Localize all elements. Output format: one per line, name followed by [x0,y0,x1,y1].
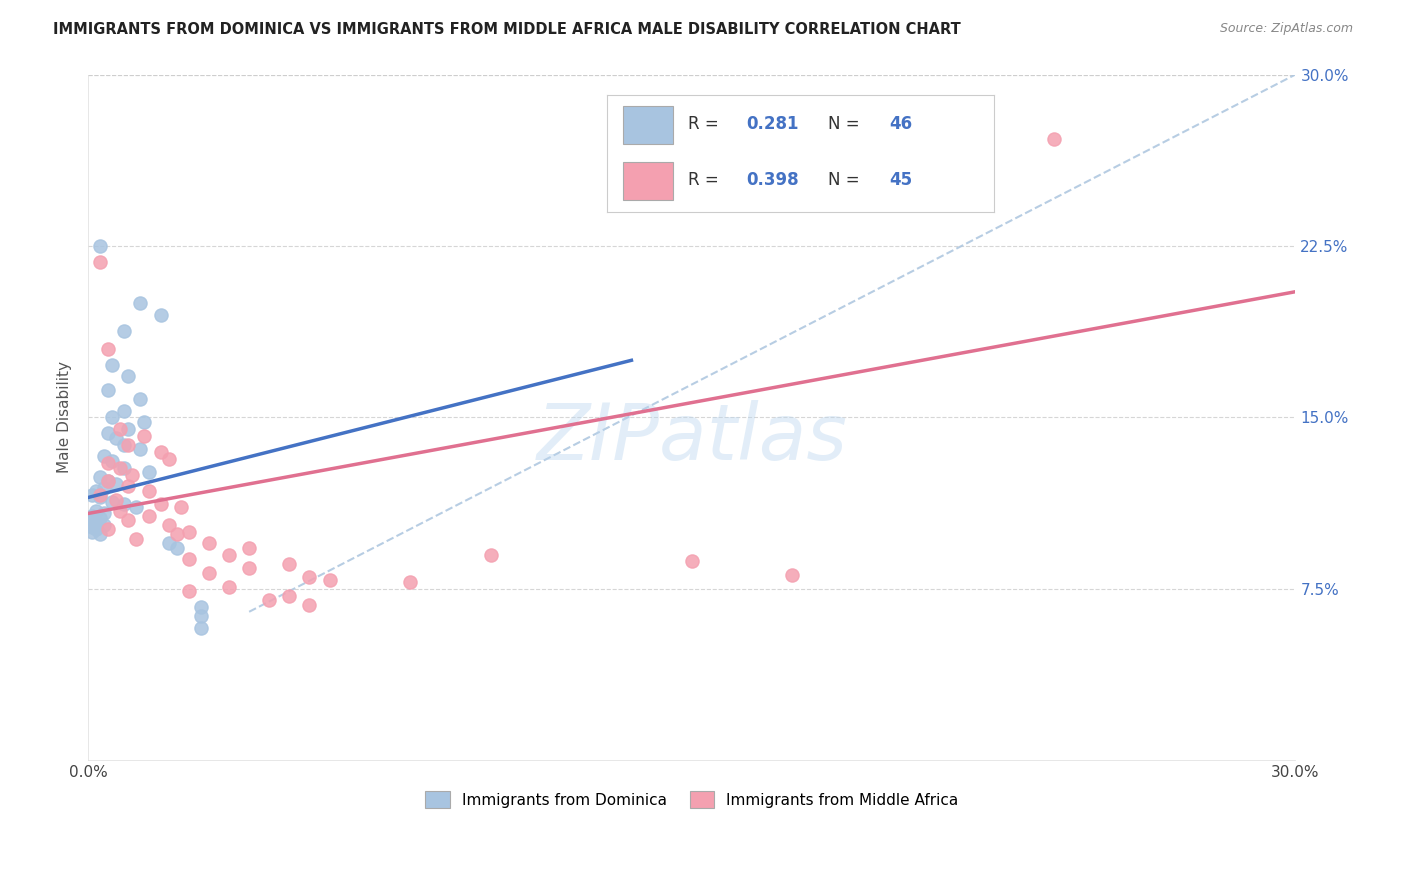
Point [166,541,188,555]
Point [84,483,107,498]
Point [101,495,124,509]
Point [89,527,111,541]
Point [97,426,120,441]
Point [129,296,152,310]
Point [134,428,156,442]
Point [782,568,804,582]
Point [105,476,128,491]
Point [93,481,115,495]
Point [134,415,156,429]
Point [117,369,139,384]
Text: ZIPatlas: ZIPatlas [536,400,848,476]
Point [84,523,107,537]
Text: Source: ZipAtlas.com: Source: ZipAtlas.com [1219,22,1353,36]
Point [97,456,120,470]
Point [112,324,135,338]
Point [89,491,111,505]
Point [198,566,221,580]
Point [157,517,180,532]
Point [110,422,132,436]
Point [117,513,139,527]
Point [170,500,193,514]
Point [157,451,180,466]
Point [198,536,221,550]
Point [129,392,152,406]
Point [479,548,502,562]
Point [157,536,180,550]
Point [89,511,111,525]
Point [112,497,135,511]
Point [238,541,260,555]
Point [97,342,120,356]
Point [97,523,120,537]
Point [298,598,321,612]
Point [190,609,212,624]
Point [138,508,160,523]
Point [177,552,200,566]
Point [117,479,139,493]
Point [177,524,200,539]
Point [278,557,301,571]
Point [238,561,260,575]
Point [149,497,172,511]
Point [110,460,132,475]
Point [121,467,143,482]
Point [117,422,139,436]
Point [93,517,115,532]
Point [97,383,120,397]
Point [97,475,120,489]
Point [125,532,148,546]
Legend: Immigrants from Dominica, Immigrants from Middle Africa: Immigrants from Dominica, Immigrants fro… [419,785,965,814]
Point [138,466,160,480]
Point [129,442,152,457]
Text: IMMIGRANTS FROM DOMINICA VS IMMIGRANTS FROM MIDDLE AFRICA MALE DISABILITY CORREL: IMMIGRANTS FROM DOMINICA VS IMMIGRANTS F… [53,22,962,37]
Point [298,570,321,584]
Point [105,431,128,445]
Point [101,454,124,468]
Point [278,589,301,603]
Point [82,520,104,534]
Point [218,580,240,594]
Point [257,593,280,607]
Point [117,438,139,452]
Point [218,548,240,562]
Y-axis label: Male Disability: Male Disability [58,361,72,474]
Point [110,504,132,518]
Point [82,508,104,523]
Point [399,575,422,590]
Point [97,475,120,489]
Point [89,255,111,269]
Point [89,488,111,502]
Point [177,584,200,599]
Point [82,513,104,527]
Point [318,573,340,587]
Point [105,492,128,507]
Point [89,239,111,253]
Point [89,470,111,484]
Point [84,516,107,530]
Point [166,527,188,541]
Point [112,438,135,452]
Point [93,450,115,464]
Point [112,403,135,417]
Point [138,483,160,498]
Point [125,500,148,514]
Point [82,488,104,502]
Point [93,507,115,521]
Point [82,524,104,539]
Point [84,504,107,518]
Point [101,358,124,372]
Point [149,308,172,322]
Point [681,554,703,568]
Point [112,460,135,475]
Point [149,444,172,458]
Point [190,621,212,635]
Point [101,410,124,425]
Point [1043,131,1066,145]
Point [190,600,212,615]
